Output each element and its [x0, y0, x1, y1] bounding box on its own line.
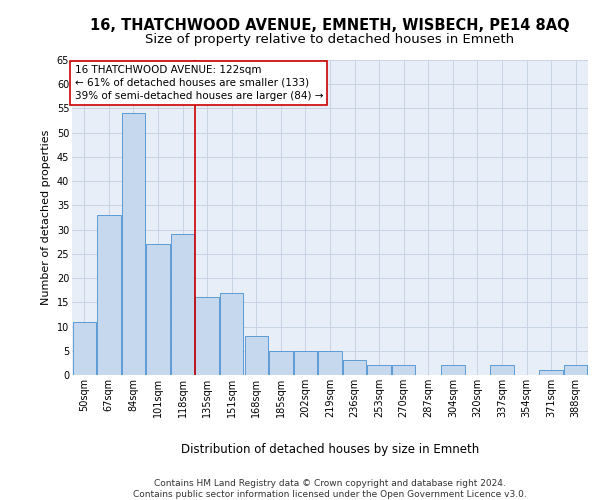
Text: Size of property relative to detached houses in Emneth: Size of property relative to detached ho… — [145, 32, 515, 46]
Bar — [146, 244, 170, 375]
Bar — [441, 366, 464, 375]
Text: Distribution of detached houses by size in Emneth: Distribution of detached houses by size … — [181, 442, 479, 456]
Bar — [367, 366, 391, 375]
Bar — [196, 298, 219, 375]
Bar — [269, 351, 293, 375]
Text: 16, THATCHWOOD AVENUE, EMNETH, WISBECH, PE14 8AQ: 16, THATCHWOOD AVENUE, EMNETH, WISBECH, … — [90, 18, 570, 32]
Text: Contains public sector information licensed under the Open Government Licence v3: Contains public sector information licen… — [133, 490, 527, 499]
Bar — [73, 322, 96, 375]
Bar — [122, 114, 145, 375]
Y-axis label: Number of detached properties: Number of detached properties — [41, 130, 51, 305]
Bar — [220, 292, 244, 375]
Bar — [97, 215, 121, 375]
Bar — [490, 366, 514, 375]
Bar — [294, 351, 317, 375]
Text: Contains HM Land Registry data © Crown copyright and database right 2024.: Contains HM Land Registry data © Crown c… — [154, 479, 506, 488]
Bar — [564, 366, 587, 375]
Bar — [392, 366, 415, 375]
Text: 16 THATCHWOOD AVENUE: 122sqm
← 61% of detached houses are smaller (133)
39% of s: 16 THATCHWOOD AVENUE: 122sqm ← 61% of de… — [74, 64, 323, 101]
Bar — [319, 351, 341, 375]
Bar — [343, 360, 366, 375]
Bar — [245, 336, 268, 375]
Bar — [539, 370, 563, 375]
Bar — [171, 234, 194, 375]
